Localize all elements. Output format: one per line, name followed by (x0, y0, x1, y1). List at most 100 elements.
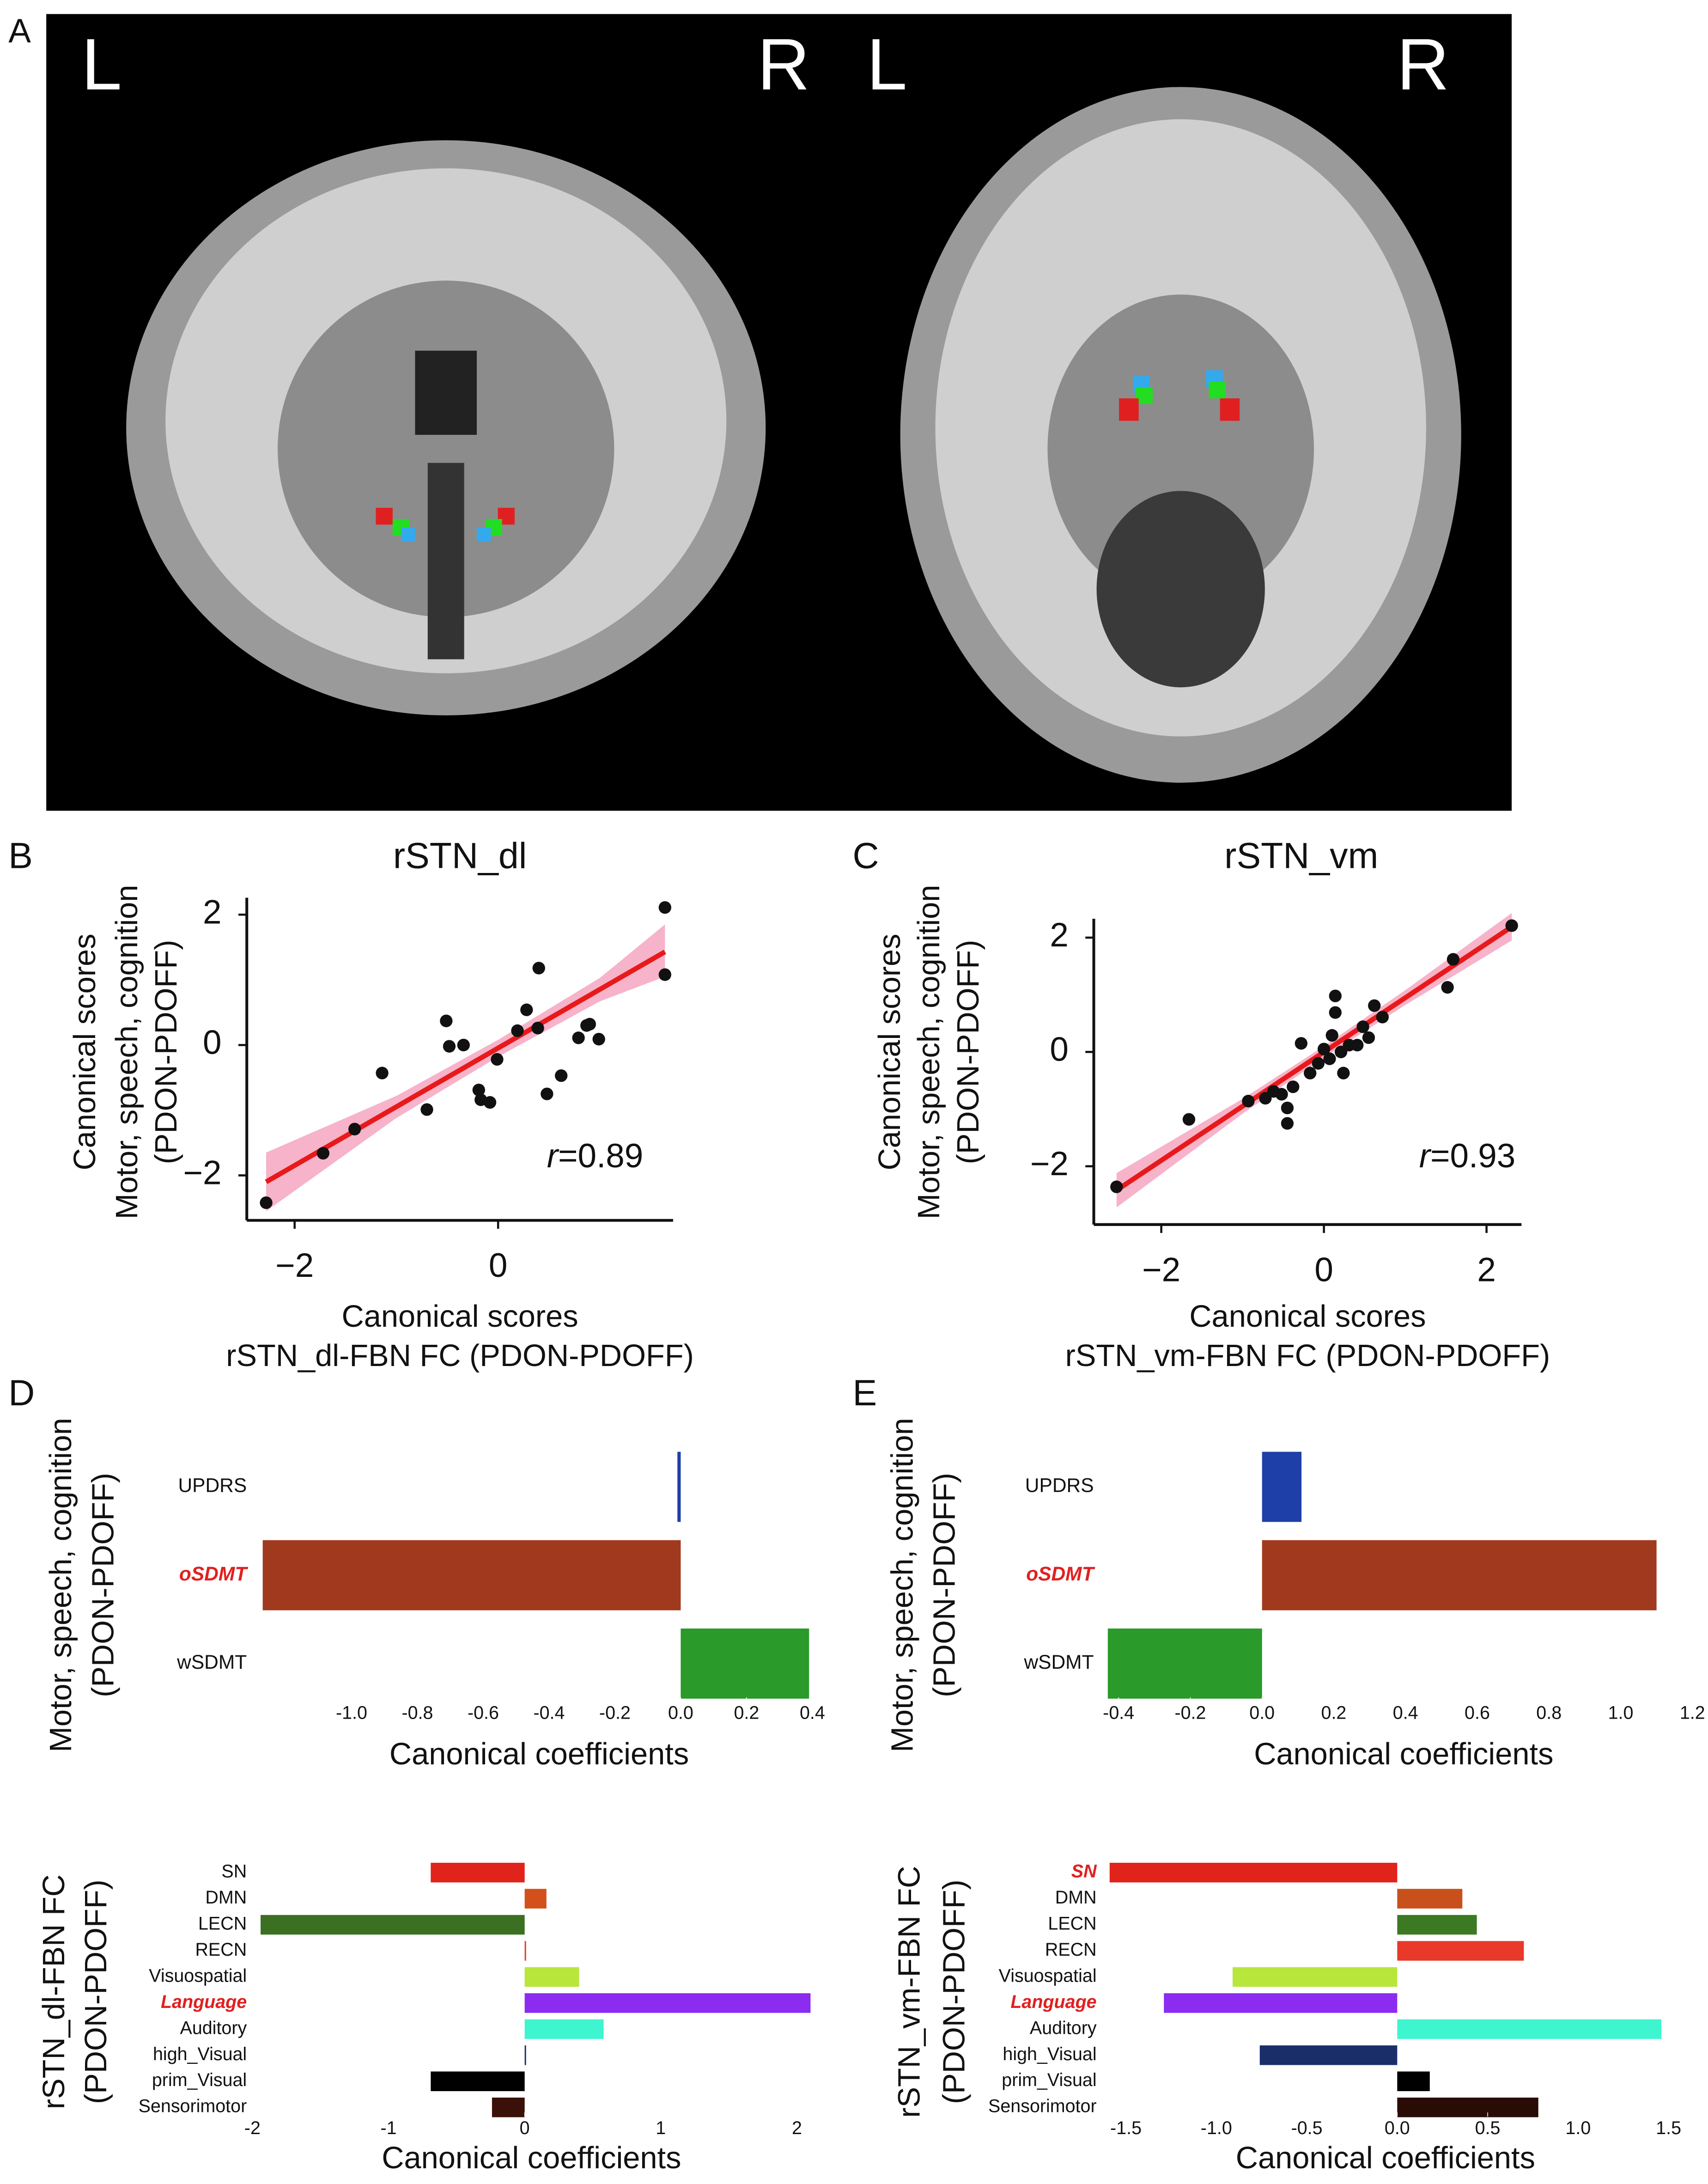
point (658, 968, 671, 981)
y-axis-label: (PDON-PDOFF) (951, 940, 985, 1165)
y-axis-label: Motor, speech, cognition (44, 1418, 78, 1752)
point (1317, 1043, 1331, 1055)
x-tick-label: 0.4 (1393, 1703, 1418, 1723)
point (348, 1123, 361, 1135)
bar (1262, 1452, 1302, 1522)
x-tick-label: 1.5 (1656, 2118, 1681, 2138)
point (472, 1084, 485, 1097)
x-tick-label: −2 (1142, 1251, 1180, 1288)
point (1275, 1088, 1288, 1101)
point (1110, 1180, 1123, 1193)
point (520, 1003, 533, 1016)
point (1325, 1029, 1338, 1042)
point (1295, 1037, 1307, 1050)
annotation-value: =0.93 (1430, 1137, 1515, 1175)
category-label: Auditory (1030, 2018, 1097, 2038)
x-tick-label: -0.2 (599, 1703, 631, 1723)
point (1441, 981, 1454, 994)
x-tick-label: 2 (792, 2118, 802, 2138)
category-label: Visuospatial (149, 1965, 247, 1986)
category-label: Auditory (180, 2018, 247, 2038)
x-tick-label: 0.0 (1249, 1703, 1275, 1723)
x-tick-label: -1.5 (1110, 2118, 1142, 2138)
bar (1397, 1889, 1463, 1909)
bar (492, 2098, 525, 2117)
point (1329, 1006, 1342, 1019)
point (541, 1087, 553, 1100)
point (511, 1024, 524, 1037)
x-tick-label: 0.5 (1475, 2118, 1501, 2138)
y-axis-label: Motor, speech, cognition (110, 885, 144, 1220)
y-axis-label: rSTN_dl-FBN FC (37, 1874, 71, 2109)
x-tick-label: -0.8 (402, 1703, 433, 1723)
point (1356, 1020, 1369, 1033)
bar (261, 1915, 525, 1935)
point (1362, 1031, 1375, 1044)
category-label: LECN (198, 1913, 247, 1934)
point (1368, 999, 1381, 1012)
point (440, 1014, 453, 1027)
y-axis-label: rSTN_vm-FBN FC (893, 1866, 927, 2118)
x-tick-label: 0.4 (800, 1703, 825, 1723)
x-axis-label: Canonical coefficients (1236, 2141, 1535, 2175)
point (1304, 1067, 1317, 1080)
panel-label: B (8, 835, 33, 876)
point (572, 1031, 585, 1044)
annotation-symbol: r (547, 1137, 559, 1175)
category-label: RECN (195, 1940, 247, 1960)
x-tick-label: 0.8 (1536, 1703, 1562, 1723)
bar (524, 1941, 526, 1961)
y-axis-label: (PDON-PDOFF) (149, 940, 183, 1165)
x-tick-label: -2 (244, 2118, 261, 2138)
x-tick-label: −2 (275, 1247, 314, 1284)
point (532, 962, 545, 975)
point (260, 1196, 273, 1209)
x-tick-label: -1.0 (336, 1703, 367, 1723)
x-axis-label: Canonical scores (342, 1299, 578, 1334)
annotation: r=0.93 (1419, 1137, 1516, 1175)
category-label: UPDRS (178, 1475, 247, 1497)
point (483, 1096, 497, 1109)
point (1281, 1101, 1294, 1115)
point (1242, 1095, 1255, 1108)
y-axis-label: Motor, speech, cognition (912, 885, 946, 1220)
bar (681, 1629, 809, 1699)
side-label: L (81, 24, 122, 105)
point (1312, 1057, 1325, 1070)
annotation: r=0.89 (547, 1137, 644, 1175)
chart-title: rSTN_dl (393, 835, 527, 876)
category-label: high_Visual (1003, 2044, 1096, 2064)
point (316, 1147, 330, 1160)
y-axis-label: Canonical scores (873, 933, 907, 1170)
x-tick-label: 1.0 (1608, 1703, 1634, 1723)
x-axis-label: Canonical scores (1189, 1299, 1426, 1334)
point (1337, 1067, 1350, 1080)
point (443, 1040, 456, 1053)
x-tick-label: 0.2 (734, 1703, 759, 1723)
x-tick-label: 0.0 (668, 1703, 693, 1723)
bar (524, 1889, 547, 1909)
point (1182, 1113, 1196, 1126)
bar (1397, 2019, 1661, 2039)
bar (524, 2045, 526, 2065)
x-axis-label: rSTN_dl-FBN FC (PDON-PDOFF) (226, 1339, 694, 1373)
category-label: Sensorimotor (139, 2096, 247, 2117)
bar (1259, 2045, 1398, 2065)
x-tick-label: 0 (489, 1247, 508, 1284)
category-label: Sensorimotor (988, 2096, 1097, 2117)
y-tick-label: 2 (1050, 916, 1069, 954)
point (531, 1022, 544, 1035)
x-tick-label: 0.2 (1321, 1703, 1347, 1723)
y-axis-label: Canonical scores (68, 933, 102, 1170)
point (457, 1038, 470, 1052)
point (1351, 1038, 1364, 1052)
panel-label: E (852, 1373, 877, 1413)
bar (1397, 2071, 1430, 2092)
category-label: RECN (1045, 1940, 1097, 1960)
fit-line (1115, 925, 1513, 1193)
point (1447, 953, 1460, 966)
point (583, 1018, 596, 1031)
x-tick-label: 2 (1477, 1251, 1496, 1288)
